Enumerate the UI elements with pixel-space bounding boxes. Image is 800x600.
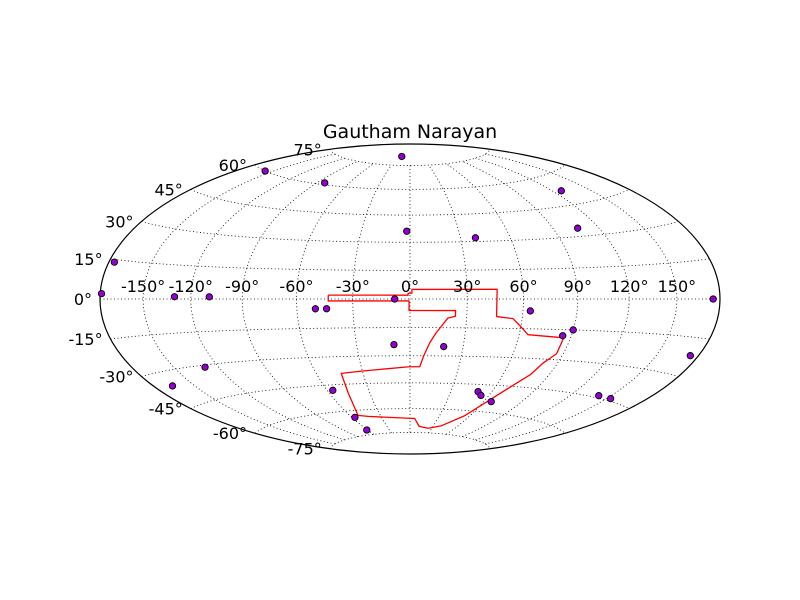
data-point bbox=[686, 352, 694, 360]
meridian-line bbox=[296, 163, 374, 435]
data-point bbox=[574, 224, 582, 232]
data-point bbox=[595, 392, 603, 400]
meridian-line bbox=[446, 163, 524, 435]
data-point bbox=[477, 391, 485, 400]
lon-tick-label: -150° bbox=[121, 277, 165, 296]
data-point bbox=[329, 386, 337, 394]
lon-tick-label: 0° bbox=[401, 277, 419, 296]
data-point bbox=[261, 167, 269, 175]
lat-tick-label: -15° bbox=[68, 330, 102, 349]
data-point bbox=[398, 152, 406, 161]
data-points bbox=[97, 152, 717, 434]
data-point bbox=[526, 307, 534, 315]
parallel-line bbox=[190, 189, 630, 216]
parallel-line bbox=[190, 382, 630, 409]
meridian-line bbox=[428, 164, 468, 434]
survey-footprint bbox=[327, 288, 565, 429]
lat-tick-label: 15° bbox=[74, 250, 102, 269]
data-point bbox=[97, 289, 106, 298]
data-point bbox=[110, 258, 119, 266]
data-point bbox=[168, 382, 177, 390]
data-point bbox=[170, 293, 179, 301]
graticule bbox=[100, 149, 720, 449]
map-frame bbox=[99, 143, 721, 455]
data-point bbox=[390, 340, 398, 349]
lon-tick-label: -90° bbox=[225, 277, 259, 296]
meridian-line bbox=[142, 153, 336, 445]
lat-tick-label: -30° bbox=[99, 368, 133, 387]
lat-tick-label: -75° bbox=[288, 440, 322, 459]
data-point bbox=[363, 426, 371, 434]
data-point bbox=[403, 227, 411, 235]
data-point bbox=[311, 305, 320, 313]
data-point bbox=[487, 397, 495, 406]
lon-tick-label: 120° bbox=[610, 277, 649, 296]
data-point bbox=[709, 295, 717, 303]
lon-tick-label: -30° bbox=[336, 277, 370, 296]
lon-tick-label: -60° bbox=[279, 277, 313, 296]
meridian-line bbox=[241, 160, 359, 438]
data-point bbox=[322, 305, 331, 313]
lat-tick-label: -60° bbox=[213, 424, 247, 443]
parallel-line bbox=[329, 432, 491, 449]
chart-title: Gautham Narayan bbox=[323, 121, 497, 143]
lat-tick-label: 30° bbox=[105, 213, 133, 232]
parallel-line bbox=[329, 149, 491, 166]
lat-tick-label: 75° bbox=[293, 140, 321, 159]
data-point bbox=[557, 187, 565, 195]
lat-tick-label: 60° bbox=[219, 156, 247, 175]
map-boundary bbox=[99, 143, 721, 455]
data-point bbox=[440, 342, 448, 351]
data-point bbox=[569, 326, 577, 334]
data-point bbox=[205, 293, 213, 301]
lon-tick-label: 30° bbox=[453, 277, 481, 296]
parallel-line bbox=[141, 355, 679, 377]
lat-tick-label: 45° bbox=[154, 180, 182, 199]
meridian-line bbox=[352, 164, 392, 434]
data-point bbox=[321, 179, 329, 187]
lat-tick-label: 0° bbox=[74, 290, 92, 309]
lon-tick-label: -120° bbox=[169, 277, 213, 296]
data-point bbox=[201, 363, 209, 371]
data-point bbox=[391, 295, 399, 303]
lon-tick-label: 150° bbox=[658, 277, 697, 296]
parallel-line bbox=[141, 221, 679, 243]
data-point bbox=[471, 234, 480, 242]
lat-tick-label: -45° bbox=[149, 400, 183, 419]
tick-labels: -150° -120° -90° -60° -30° 0° 30° 60° 90° 120° 150… bbox=[68, 140, 696, 458]
lon-tick-label: 90° bbox=[564, 277, 592, 296]
meridian-line bbox=[484, 153, 678, 445]
data-point bbox=[606, 394, 615, 403]
data-point bbox=[351, 413, 359, 422]
footprint-outline bbox=[327, 288, 565, 429]
data-point bbox=[559, 332, 567, 340]
meridian-line bbox=[461, 160, 579, 438]
lon-tick-label: 60° bbox=[509, 277, 537, 296]
